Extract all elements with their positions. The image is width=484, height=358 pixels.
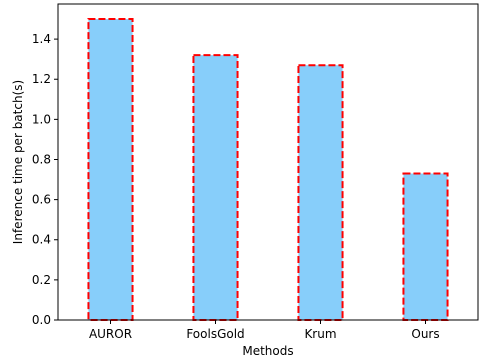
x-tick-label: Krum — [304, 327, 336, 341]
bar-ours — [402, 172, 449, 321]
y-tick-label: 0.4 — [32, 233, 51, 247]
x-axis-label: Methods — [242, 344, 293, 358]
y-tick-label: 1.2 — [32, 72, 51, 86]
y-tick-label: 1.0 — [32, 112, 51, 126]
bars-group — [87, 18, 449, 322]
x-tick-label: AUROR — [89, 327, 132, 341]
y-tick-label: 0.0 — [32, 313, 51, 327]
plot-frame — [57, 3, 479, 321]
bar-foolsgold — [192, 54, 239, 321]
y-tick-label: 1.4 — [32, 32, 51, 46]
bar-krum — [297, 64, 344, 321]
x-tick-label: Ours — [411, 327, 439, 341]
bar-auror — [87, 18, 134, 322]
y-tick-label: 0.8 — [32, 152, 51, 166]
x-tick-label: FoolsGold — [186, 327, 244, 341]
y-tick-label: 0.6 — [32, 193, 51, 207]
x-axis: AUROR FoolsGold Krum Ours — [89, 320, 440, 341]
y-axis: 0.0 0.2 0.4 0.6 0.8 1.0 1.2 1.4 — [32, 32, 58, 327]
y-axis-label: Inference time per batch(s) — [11, 80, 25, 244]
y-tick-label: 0.2 — [32, 273, 51, 287]
